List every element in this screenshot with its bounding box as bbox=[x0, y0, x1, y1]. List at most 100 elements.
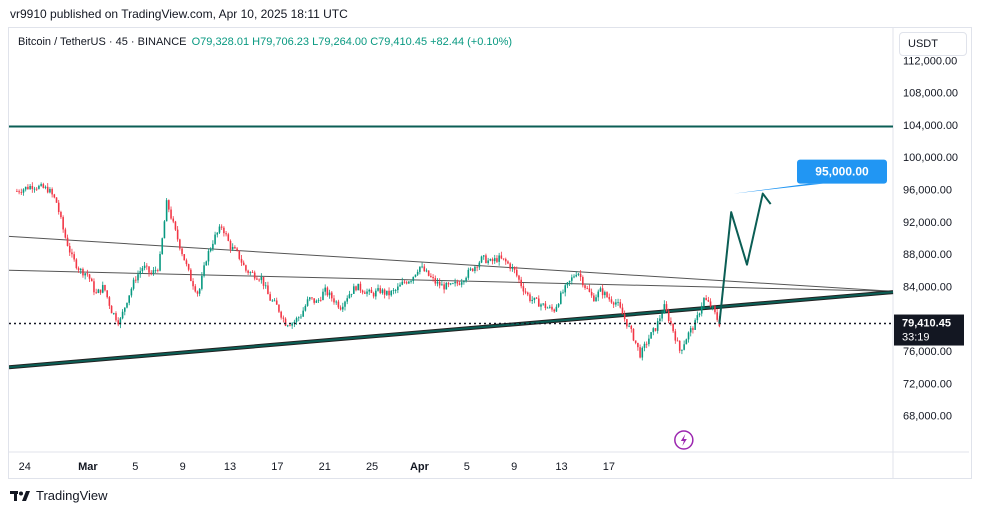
candle-body bbox=[364, 292, 366, 294]
candle-body bbox=[275, 300, 278, 305]
candle-body bbox=[280, 311, 282, 318]
candle-body bbox=[700, 305, 703, 314]
candle-body bbox=[64, 229, 67, 238]
middle-trendline[interactable] bbox=[9, 269, 894, 292]
upper-trendline[interactable] bbox=[9, 235, 894, 292]
candle-body bbox=[427, 270, 430, 276]
candle-body bbox=[264, 285, 267, 287]
candle-body bbox=[170, 209, 172, 219]
candle-body bbox=[35, 188, 38, 190]
candle-body bbox=[388, 290, 390, 296]
candle-body bbox=[313, 298, 315, 303]
candle-body bbox=[315, 300, 318, 303]
time-axis-tick: 25 bbox=[366, 461, 378, 473]
candle-body bbox=[29, 185, 31, 190]
candle-body bbox=[42, 184, 45, 188]
candle-body bbox=[322, 291, 324, 301]
support-trendline[interactable] bbox=[9, 291, 894, 369]
candle-body bbox=[500, 255, 503, 259]
candle-body bbox=[524, 291, 527, 293]
candle-body bbox=[656, 321, 659, 331]
candle-body bbox=[154, 270, 157, 271]
candle-body bbox=[526, 292, 529, 295]
candle-body bbox=[661, 313, 663, 319]
candle-body bbox=[172, 218, 175, 222]
candle-body bbox=[227, 234, 230, 241]
candle-body bbox=[179, 239, 181, 249]
candle-body bbox=[214, 234, 216, 244]
price-axis-tick: 88,000.00 bbox=[903, 249, 952, 261]
candle-body bbox=[383, 289, 386, 295]
candle-body bbox=[615, 302, 617, 305]
candle-body bbox=[238, 250, 241, 259]
candle-body bbox=[634, 340, 637, 343]
candle-body bbox=[670, 320, 672, 324]
time-axis-tick: 24 bbox=[19, 461, 31, 473]
candle-body bbox=[196, 291, 199, 294]
time-axis-tick: 9 bbox=[180, 461, 186, 473]
candle-body bbox=[163, 221, 166, 239]
candle-body bbox=[104, 285, 106, 291]
candle-body bbox=[403, 281, 406, 283]
candle-body bbox=[498, 255, 500, 262]
candle-body bbox=[551, 306, 553, 310]
candle-body bbox=[273, 300, 276, 302]
candle-body bbox=[302, 310, 304, 317]
candle-body bbox=[159, 253, 161, 271]
candle-body bbox=[542, 303, 544, 305]
projection-path[interactable] bbox=[718, 192, 772, 324]
candle-body bbox=[714, 306, 716, 313]
candle-body bbox=[97, 289, 100, 294]
candle-body bbox=[71, 252, 73, 255]
candle-body bbox=[269, 294, 271, 301]
candle-body bbox=[548, 306, 551, 308]
candle-body bbox=[44, 186, 47, 188]
candle-body bbox=[652, 328, 655, 333]
candle-body bbox=[60, 212, 62, 218]
candle-body bbox=[339, 307, 342, 310]
candle-body bbox=[643, 343, 646, 348]
candle-body bbox=[271, 300, 274, 302]
candle-body bbox=[375, 290, 377, 297]
candle-body bbox=[474, 266, 476, 272]
candle-body bbox=[240, 258, 243, 263]
price-axis-tick: 84,000.00 bbox=[903, 281, 952, 293]
candle-body bbox=[245, 265, 247, 271]
target-callout[interactable] bbox=[797, 159, 887, 184]
candle-body bbox=[234, 246, 236, 249]
tradingview-logo-icon bbox=[10, 490, 30, 501]
lightning-bolt-icon bbox=[680, 434, 687, 446]
price-chart[interactable]: 112,000.00 108,000.00 104,000.00 100,000.00… bbox=[9, 28, 969, 478]
candle-body bbox=[355, 286, 357, 291]
candle-body bbox=[540, 304, 542, 307]
candle-body bbox=[588, 288, 591, 292]
candle-body bbox=[132, 279, 135, 289]
candle-body bbox=[654, 328, 657, 331]
time-axis-tick: 21 bbox=[319, 461, 331, 473]
candle-body bbox=[66, 237, 69, 246]
candle-body bbox=[487, 260, 489, 264]
currency-button[interactable]: USDT bbox=[899, 32, 967, 56]
candle-body bbox=[342, 306, 344, 310]
candle-body bbox=[515, 269, 518, 276]
candle-body bbox=[412, 276, 415, 282]
candle-body bbox=[458, 283, 461, 285]
candle-body bbox=[667, 311, 670, 321]
candle-body bbox=[49, 188, 51, 193]
time-axis-tick: 17 bbox=[603, 461, 615, 473]
candle-body bbox=[599, 288, 602, 292]
candle-body bbox=[101, 285, 104, 293]
candle-body bbox=[95, 292, 97, 294]
candle-body bbox=[16, 191, 18, 192]
price-axis-tick: 92,000.00 bbox=[903, 217, 952, 229]
candle-body bbox=[441, 284, 443, 286]
candle-body bbox=[119, 318, 122, 325]
candle-body bbox=[209, 248, 212, 252]
candle-body bbox=[687, 332, 690, 340]
candle-body bbox=[648, 338, 650, 345]
candle-body bbox=[432, 276, 434, 279]
candle-body bbox=[612, 302, 615, 305]
candle-body bbox=[601, 288, 604, 296]
candle-body bbox=[73, 254, 75, 260]
candle-body bbox=[300, 316, 302, 318]
